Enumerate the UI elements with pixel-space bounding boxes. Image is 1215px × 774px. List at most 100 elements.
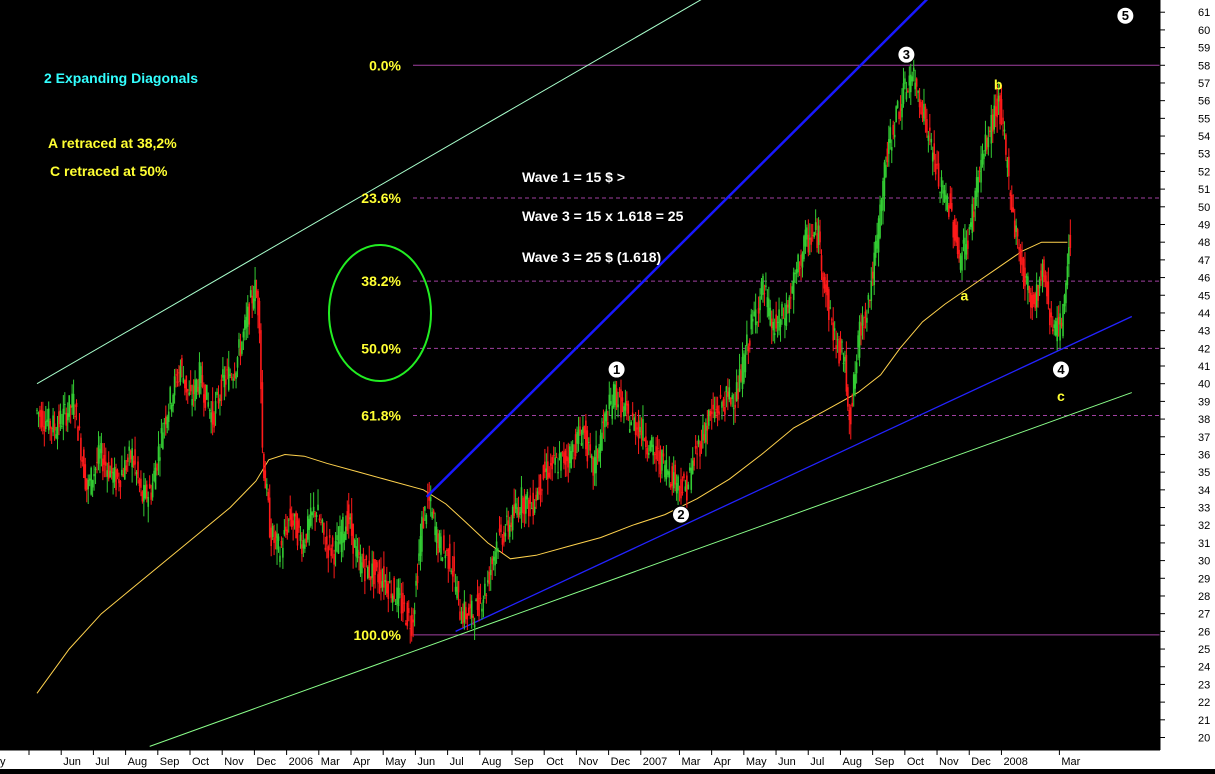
candle-body [412, 619, 414, 623]
candle-body [849, 407, 852, 425]
candle-body [511, 506, 514, 531]
candle-body [78, 426, 81, 429]
x-axis: y Jun Jul Aug Sep Oct Nov Dec 2006 Mar Apr May Jun Ju… [0, 749, 1215, 769]
candle-body [374, 559, 376, 575]
candle-body [912, 67, 915, 72]
candle-body [77, 426, 79, 441]
candle-body [248, 303, 251, 325]
candle-body [539, 474, 542, 495]
candle-body [914, 82, 916, 90]
candle-body [517, 506, 520, 517]
candle-body [699, 443, 701, 457]
candle-body [731, 395, 734, 399]
candle-body [514, 503, 517, 509]
candle-body [972, 211, 975, 218]
candle-body [833, 328, 836, 331]
candle-body [579, 426, 581, 435]
candle-body [1037, 285, 1039, 301]
candle-body [869, 299, 871, 301]
candle-body [962, 239, 965, 244]
chart-title: 2 Expanding Diagonals [44, 70, 198, 86]
candle-body [709, 410, 712, 417]
candle-body [1025, 276, 1028, 278]
candle-body [693, 457, 695, 466]
candle-body [904, 78, 906, 84]
candle-body [481, 608, 483, 612]
candle-body [806, 227, 808, 240]
candle-body [435, 526, 438, 544]
candle-body [1059, 313, 1061, 341]
candle-body [302, 540, 305, 549]
candle-body [358, 551, 360, 556]
candle-body [832, 322, 835, 341]
candle-body [165, 416, 167, 425]
channel-line [36, 0, 702, 385]
candle-body [772, 321, 775, 331]
x-tick-label: 2007 [643, 756, 667, 768]
candle-body [443, 535, 445, 551]
wave-label-2: 2 [677, 507, 684, 522]
candle-body [334, 541, 337, 552]
candle-body [473, 624, 476, 628]
fib-level-label: 50.0% [361, 340, 401, 356]
candle-body [691, 460, 694, 474]
candle-body [497, 549, 499, 553]
candle-body [241, 341, 243, 354]
candle-body [36, 409, 38, 411]
candle-body [788, 297, 791, 314]
candle-body [217, 398, 220, 404]
candle-body [789, 297, 792, 299]
candle-body [460, 621, 463, 624]
x-tick-label: Dec [971, 756, 991, 768]
candle-body [907, 90, 909, 93]
candle-body [754, 309, 757, 326]
candle-body [558, 453, 561, 459]
candle-body [798, 267, 801, 269]
candle-body [631, 412, 634, 417]
x-tick-label: Dec [256, 756, 276, 768]
candle-body [628, 428, 631, 433]
candle-body [377, 574, 379, 583]
candle-body [507, 520, 510, 532]
candle-body [661, 450, 663, 471]
candle-body [1000, 99, 1003, 110]
candle-body [1034, 293, 1036, 309]
candle-body [110, 458, 113, 474]
candle-body [457, 581, 460, 593]
candle-body [776, 321, 779, 324]
candle-body [599, 435, 602, 453]
x-tick-label: y [0, 756, 6, 768]
candle-body [576, 432, 578, 444]
candle-body [337, 541, 340, 554]
candle-body [829, 307, 832, 309]
candle-body [137, 461, 139, 479]
candle-body [323, 522, 325, 535]
candle-body [470, 600, 473, 618]
candle-body [981, 153, 984, 165]
candle-body [1069, 234, 1072, 248]
candle-body [491, 558, 493, 565]
candle-body [132, 460, 135, 466]
candle-body [444, 555, 447, 559]
x-tick-label: Sep [160, 756, 180, 768]
x-tick-label: May [385, 756, 406, 768]
candle-body [971, 204, 974, 234]
candle-body [349, 517, 352, 520]
candle-body [1024, 267, 1026, 287]
candle-body [49, 420, 51, 429]
candle-body [87, 479, 90, 490]
x-tick-label: Oct [192, 756, 209, 768]
candle-body [107, 462, 110, 479]
y-tick-label: 56 [1198, 96, 1210, 108]
candle-body [145, 484, 148, 499]
candle-body [1008, 156, 1010, 177]
candle-body [69, 405, 72, 408]
candle-body [277, 536, 280, 541]
fib-level-label: 100.0% [354, 627, 402, 643]
candle-body [495, 541, 498, 552]
fib-level-label: 23.6% [361, 190, 401, 206]
candle-body [879, 204, 881, 238]
candle-body [1044, 275, 1047, 281]
candle-body [694, 445, 697, 449]
